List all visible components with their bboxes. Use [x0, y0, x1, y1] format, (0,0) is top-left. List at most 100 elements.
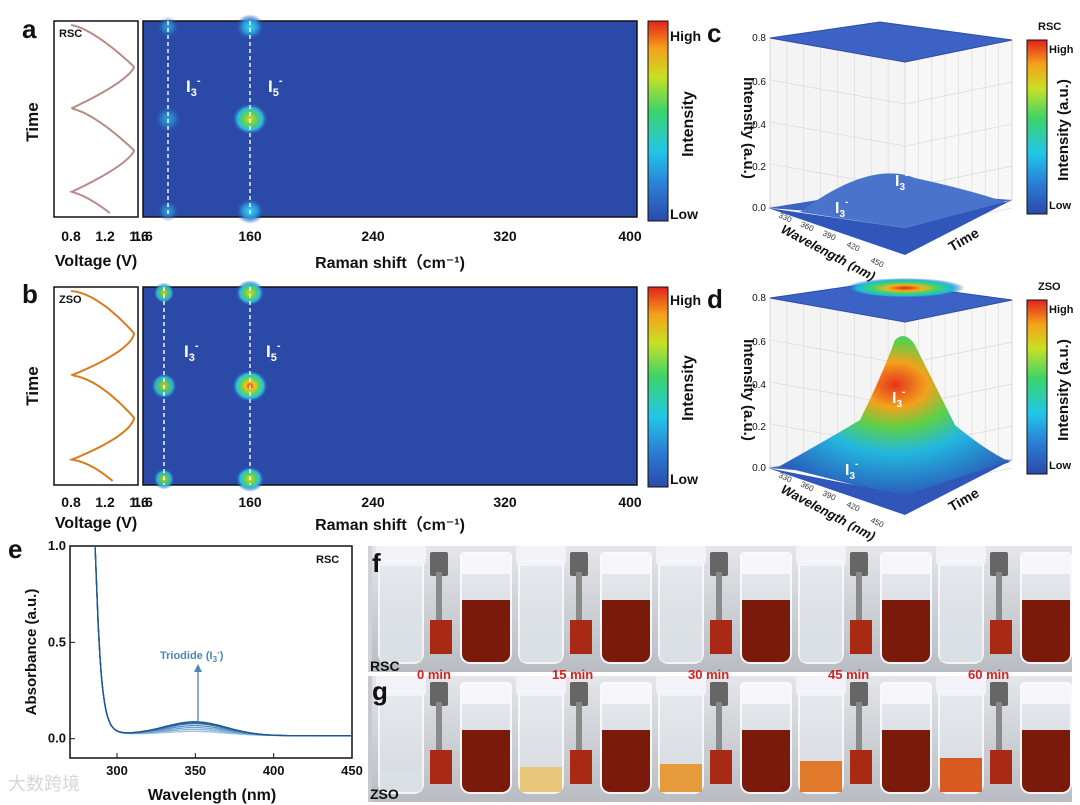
beaker-set-1 — [512, 546, 652, 672]
panel-c-zlabel: Intensity (a.u.) — [740, 77, 757, 179]
panel-c-ztick-2: 0.4 — [752, 120, 766, 131]
clamp-head — [570, 552, 588, 576]
beaker-set-3 — [792, 546, 932, 672]
beaker-set-0 — [372, 676, 512, 802]
vial-stopper — [602, 684, 650, 704]
panel-a-map-bg — [142, 20, 638, 218]
membrane-window — [990, 620, 1012, 654]
membrane-window — [850, 620, 872, 654]
panel-b-map-xtick-0: 1.6 — [133, 494, 153, 510]
panel-a-letter: a — [22, 14, 37, 44]
uv-xtick-label-2: 400 — [263, 763, 285, 778]
clamp — [844, 552, 874, 672]
clamp-rod — [856, 702, 862, 782]
vial-stopper — [796, 546, 846, 566]
panel-c-ztick-0: 0.0 — [752, 203, 766, 214]
panel-d-ztick-2: 0.4 — [752, 380, 766, 391]
panel-d-xtick-3: 420 — [845, 500, 861, 514]
panel-d-ztick-4: 0.8 — [752, 293, 766, 304]
separator-vial-left — [516, 676, 566, 794]
panel-c-surface-bump — [800, 173, 1005, 228]
clamp — [704, 682, 734, 802]
grid-hline-right-1 — [904, 81, 1013, 105]
grid-hline-left-1 — [769, 79, 906, 105]
panel-a-voltage-curve — [68, 24, 136, 214]
watermark: 大数跨境 — [8, 774, 80, 794]
clamp-rod — [576, 702, 582, 782]
panel-c-sample-label: RSC — [1038, 21, 1061, 33]
panel-g-sample-label: ZSO — [370, 786, 399, 802]
uv-ytick-label-1: 0.5 — [48, 634, 66, 649]
clamp-head — [430, 552, 448, 576]
membrane-window — [990, 750, 1012, 784]
beaker-set-4 — [932, 546, 1072, 672]
hotspot-i3-0 — [157, 16, 179, 38]
separator-vial-left — [376, 546, 426, 664]
panel-d-zlabel: Intensity (a.u.) — [740, 339, 757, 441]
beaker-set-1 — [512, 676, 652, 802]
panel-d-colorbar-gradient — [1026, 299, 1048, 475]
membrane-window — [710, 620, 732, 654]
beaker-set-2 — [652, 676, 792, 802]
separator-vial-right — [880, 552, 932, 664]
beaker-set-3 — [792, 676, 932, 802]
panel-b-map-xtick-4: 400 — [618, 494, 642, 510]
vial-stopper — [742, 554, 790, 574]
vial-liquid — [380, 622, 422, 662]
panel-b-time-label: Time — [23, 366, 42, 405]
separator-vial-right — [880, 682, 932, 794]
panel-e-series-group — [94, 545, 352, 737]
panel-a-colorbar-title: Intensity — [680, 91, 697, 157]
panel-c-3d-plot: I3- I3- — [768, 21, 1013, 255]
panel-a-voltage-xticks: 0.8 1.2 1.6 — [61, 228, 149, 244]
panel-b-voltage-curve — [68, 290, 136, 482]
separator-vial-left — [936, 676, 986, 794]
clamp-rod — [436, 702, 442, 782]
panel-a-xtick-1: 1.2 — [95, 228, 115, 244]
panel-a-raman-map: I3- I5- — [142, 14, 638, 224]
beaker-set-4 — [932, 676, 1072, 802]
membrane-window — [570, 750, 592, 784]
panel-d-colorbar-high: High — [1049, 304, 1074, 316]
panel-d-ztick-1: 0.2 — [752, 422, 766, 433]
panel-f-letter: f — [372, 548, 381, 578]
panel-c-floor-front — [768, 200, 1012, 255]
vial-liquid — [742, 730, 790, 792]
hotspot-i3-0 — [153, 282, 175, 304]
vial-liquid — [882, 730, 930, 792]
grid-hline-right-1 — [904, 341, 1013, 365]
grid-hline-left-1 — [769, 339, 906, 365]
beaker-set-0 — [372, 546, 512, 672]
uv-xtick-label-1: 350 — [184, 763, 206, 778]
clamp-head — [850, 682, 868, 706]
panel-a-map-xtick-3: 320 — [493, 228, 517, 244]
panel-a-map-xtick-0: 1.6 — [133, 228, 153, 244]
panel-d-surface-mountain — [780, 336, 1010, 498]
panel-d-ztick-0: 0.0 — [752, 463, 766, 474]
clamp-rod — [856, 572, 862, 652]
panel-d-top-hotspot — [845, 278, 965, 298]
panel-c-zticks: 0.8 0.6 0.4 0.2 0.0 — [752, 33, 766, 214]
vial-stopper — [882, 684, 930, 704]
panel-a-voltage-xlabel: Voltage (V) — [55, 253, 137, 270]
panel-b-colorbar-gradient — [647, 286, 669, 488]
grid-hline-right-2 — [904, 123, 1013, 147]
photo-time-1: 15 min — [552, 667, 594, 682]
separator-vial-right — [460, 552, 512, 664]
photo-time-4: 60 min — [968, 667, 1010, 682]
panel-b-map-xtick-1: 160 — [238, 494, 262, 510]
clamp — [984, 552, 1014, 672]
panel-a-map-xticks: 1.6 160 240 320 400 — [133, 228, 642, 244]
vial-liquid — [380, 770, 422, 792]
panel-b-map-bg — [142, 286, 638, 486]
panel-e-sample-label: RSC — [316, 554, 339, 566]
panel-f-sample-label: RSC — [370, 658, 400, 672]
panel-c-xtick-3: 420 — [845, 240, 861, 254]
separator-vial-left — [796, 546, 846, 664]
panel-c-ztick-1: 0.2 — [752, 162, 766, 173]
clamp — [564, 682, 594, 802]
separator-vial-right — [740, 682, 792, 794]
panel-c-colorbar-gradient — [1026, 39, 1048, 215]
panel-g-letter: g — [372, 676, 388, 706]
separator-vial-right — [1020, 552, 1072, 664]
